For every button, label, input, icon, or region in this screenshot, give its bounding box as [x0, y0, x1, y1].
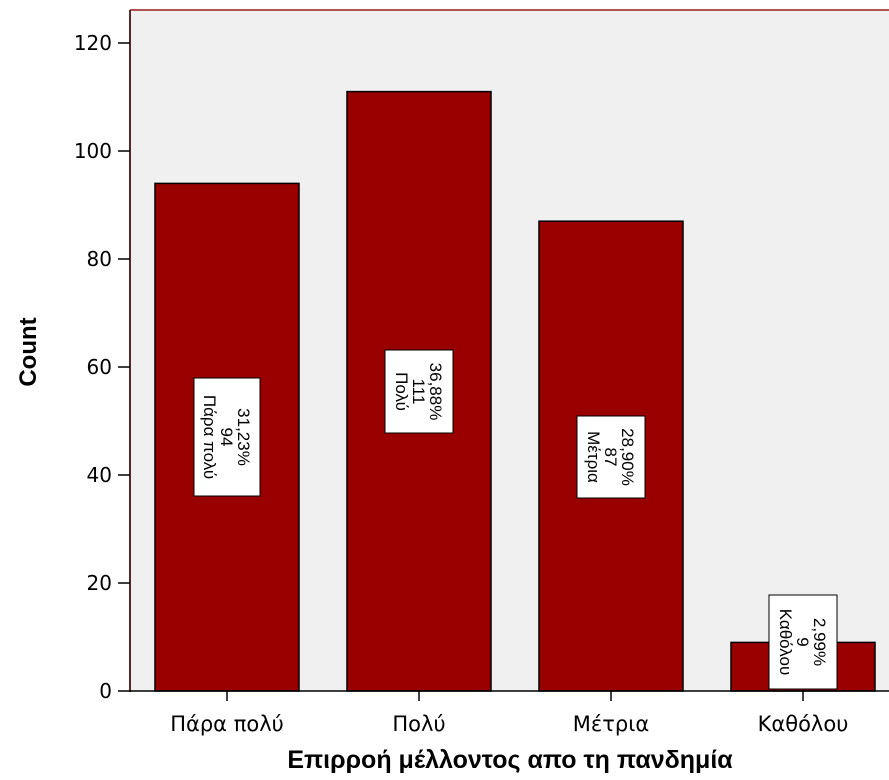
data-label-category: Πάρα πολύ [200, 395, 219, 479]
data-label-count: 111 [409, 379, 428, 405]
y-tick-label: 80 [87, 247, 112, 271]
data-label-count: 94 [217, 428, 236, 447]
x-axis-title: Επιρροή μέλλοντος απο τη πανδημία [287, 746, 733, 774]
data-label-box [193, 377, 261, 497]
y-tick-label: 120 [74, 31, 112, 55]
data-label-percent: 2,99% [810, 618, 829, 666]
y-axis-ticks: 0 20 40 60 80 100 120 [74, 31, 130, 703]
data-label-percent: 36,88% [426, 363, 445, 421]
data-label-category: Μέτρια [584, 431, 603, 483]
x-tick-label: Πολύ [392, 712, 445, 736]
x-tick-label: Μέτρια [573, 712, 649, 736]
data-label-percent: 31,23% [234, 408, 253, 466]
y-axis-title: Count [15, 317, 42, 386]
data-label-percent: 28,90% [618, 428, 637, 486]
y-tick-label: 0 [99, 679, 112, 703]
data-label-category: Καθόλου [776, 609, 795, 676]
x-axis-ticks: Πάρα πολύ Πολύ Μέτρια Καθόλου [170, 691, 848, 736]
y-tick-label: 60 [87, 355, 112, 379]
data-label-count: 9 [793, 637, 812, 646]
data-label-category: Πολύ [392, 372, 411, 411]
y-tick-label: 40 [87, 463, 112, 487]
data-label-count: 87 [601, 448, 620, 467]
y-tick-label: 20 [87, 571, 112, 595]
data-label-box [384, 349, 454, 434]
data-label-box [576, 415, 646, 499]
x-tick-label: Καθόλου [758, 712, 849, 736]
data-label-box [768, 594, 838, 690]
x-tick-label: Πάρα πολύ [170, 712, 284, 736]
bars-group [154, 90, 876, 692]
y-tick-label: 100 [74, 139, 112, 163]
